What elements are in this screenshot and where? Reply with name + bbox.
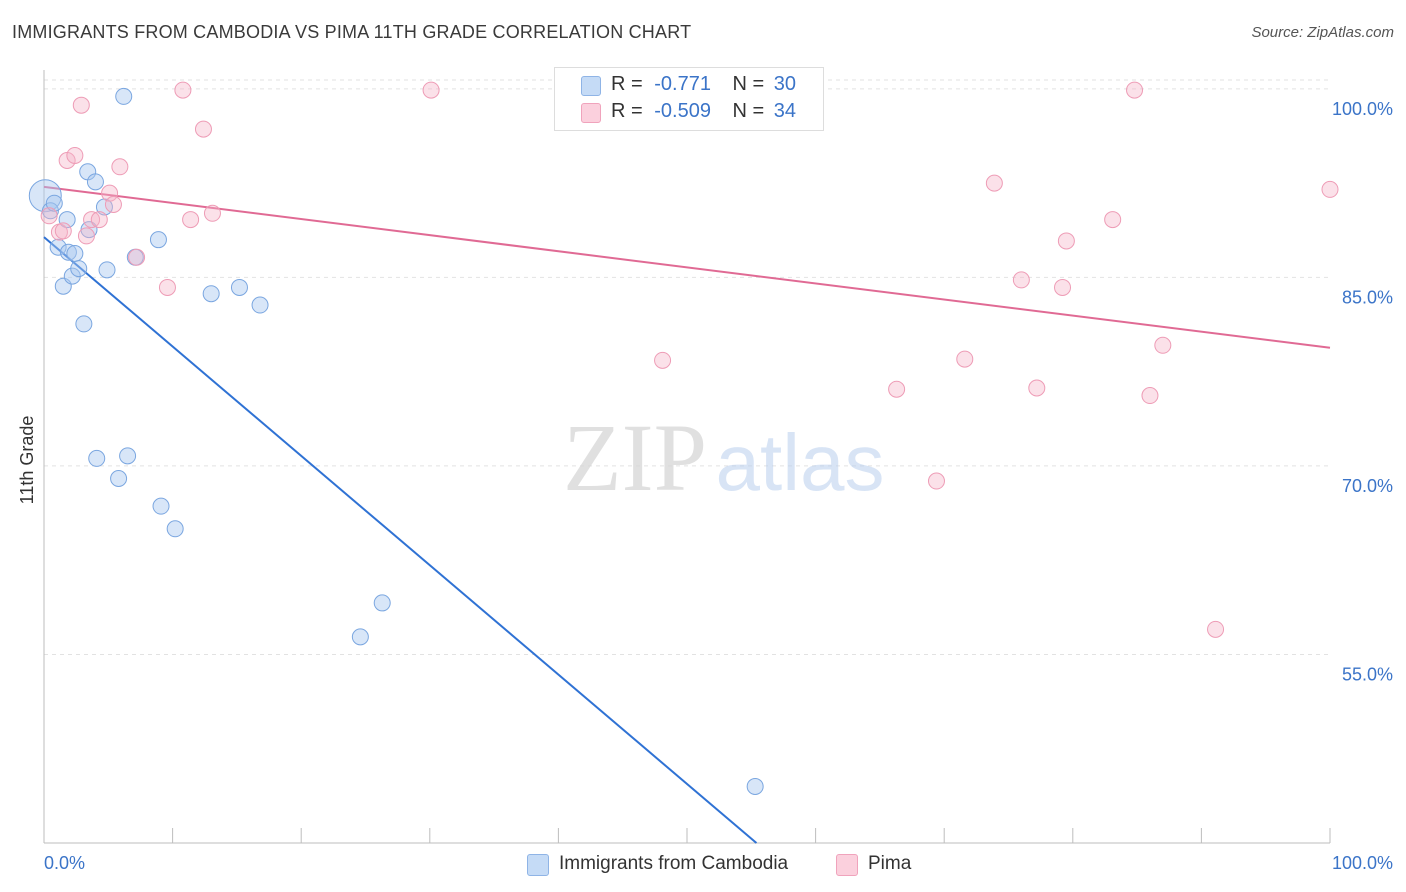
point-pima xyxy=(1154,336,1172,354)
point-pima xyxy=(72,96,90,114)
swatch-cambodia xyxy=(581,76,601,96)
watermark-atlas: atlas xyxy=(716,418,885,507)
point-pima xyxy=(422,81,440,99)
point-pima xyxy=(1104,211,1122,229)
point-pima xyxy=(203,204,221,222)
point-cambodia xyxy=(75,315,93,333)
r-value: -0.509 xyxy=(654,100,711,122)
point-cambodia xyxy=(152,497,170,515)
r-value: -0.771 xyxy=(654,73,711,95)
point-pima xyxy=(158,278,176,296)
point-pima xyxy=(174,81,192,99)
n-value: 34 xyxy=(773,100,797,122)
source-label: Source: ZipAtlas.com xyxy=(1251,24,1394,41)
point-pima xyxy=(194,120,212,138)
point-pima xyxy=(104,195,122,213)
y-axis-label: 11th Grade xyxy=(17,416,37,505)
point-cambodia xyxy=(110,469,128,487)
watermark: ZIP atlas xyxy=(563,404,884,511)
point-pima xyxy=(90,211,108,229)
y-tick-label: 55.0% xyxy=(1342,664,1393,684)
point-cambodia xyxy=(202,285,220,303)
point-pima xyxy=(40,207,58,225)
point-pima xyxy=(101,184,119,202)
point-pima xyxy=(1126,81,1144,99)
point-cambodia xyxy=(70,260,88,278)
trend-line-cambodia xyxy=(43,236,758,844)
point-cambodia xyxy=(230,278,248,296)
point-cambodia xyxy=(251,296,269,314)
point-cambodia xyxy=(86,173,104,191)
legend-swatch-cambodia xyxy=(527,854,549,876)
point-cambodia xyxy=(149,231,167,249)
r-label: R = xyxy=(611,100,643,122)
point-cambodia xyxy=(98,261,116,279)
x-tick-label-start: 0.0% xyxy=(44,853,85,873)
point-pima xyxy=(66,146,84,164)
trend-lines xyxy=(43,185,1331,844)
gridlines xyxy=(44,79,1330,655)
point-cambodia xyxy=(88,449,106,467)
point-pima xyxy=(1012,271,1030,289)
point-pima xyxy=(111,158,129,176)
point-pima xyxy=(654,351,672,369)
point-cambodia xyxy=(746,777,764,795)
point-pima xyxy=(1321,180,1339,198)
r-label: R = xyxy=(611,73,643,95)
watermark-zip: ZIP xyxy=(563,404,707,511)
point-cambodia xyxy=(49,238,67,256)
y-tick-label: 85.0% xyxy=(1342,287,1393,307)
n-value: 30 xyxy=(773,73,797,95)
point-pima xyxy=(54,222,72,240)
point-pima xyxy=(128,248,146,266)
point-cambodia xyxy=(373,594,391,612)
chart-title: IMMIGRANTS FROM CAMBODIA VS PIMA 11TH GR… xyxy=(12,22,692,42)
x-tick-labels: 0.0% 100.0% xyxy=(44,853,1393,873)
y-tick-labels: 55.0% 70.0% 85.0% 100.0% xyxy=(1332,99,1393,685)
legend-label-pima: Pima xyxy=(868,853,912,874)
point-pima xyxy=(956,350,974,368)
point-pima xyxy=(182,211,200,229)
swatch-pima xyxy=(581,103,601,123)
legend-label-cambodia: Immigrants from Cambodia xyxy=(559,853,789,874)
n-label: N = xyxy=(732,73,765,95)
point-cambodia xyxy=(59,243,77,261)
point-cambodia xyxy=(166,520,184,538)
y-tick-label: 70.0% xyxy=(1342,476,1393,496)
point-pima xyxy=(1141,387,1159,405)
x-tick-label-end: 100.0% xyxy=(1332,853,1393,873)
point-cambodia xyxy=(119,447,137,465)
n-label: N = xyxy=(732,100,765,122)
point-pima xyxy=(985,174,1003,192)
stats-legend: R = -0.771 N = 30 R = -0.509 N = 34 xyxy=(554,67,824,131)
point-cambodia xyxy=(351,628,369,646)
point-cambodia xyxy=(58,211,76,229)
trend-line-pima xyxy=(43,185,1331,349)
point-pima xyxy=(1057,232,1075,250)
point-pima xyxy=(1054,278,1072,296)
point-pima xyxy=(77,227,95,245)
point-cambodia xyxy=(45,194,63,212)
point-pima xyxy=(1028,379,1046,397)
point-pima xyxy=(1207,620,1225,638)
legend-swatch-pima xyxy=(836,854,858,876)
data-points xyxy=(28,81,1339,795)
y-tick-label: 100.0% xyxy=(1332,99,1393,119)
point-pima xyxy=(888,380,906,398)
point-cambodia xyxy=(66,245,84,263)
series-legend: Immigrants from Cambodia Pima xyxy=(0,852,1406,878)
axes xyxy=(43,70,1331,844)
point-pima xyxy=(927,472,945,490)
point-cambodia xyxy=(115,87,133,105)
